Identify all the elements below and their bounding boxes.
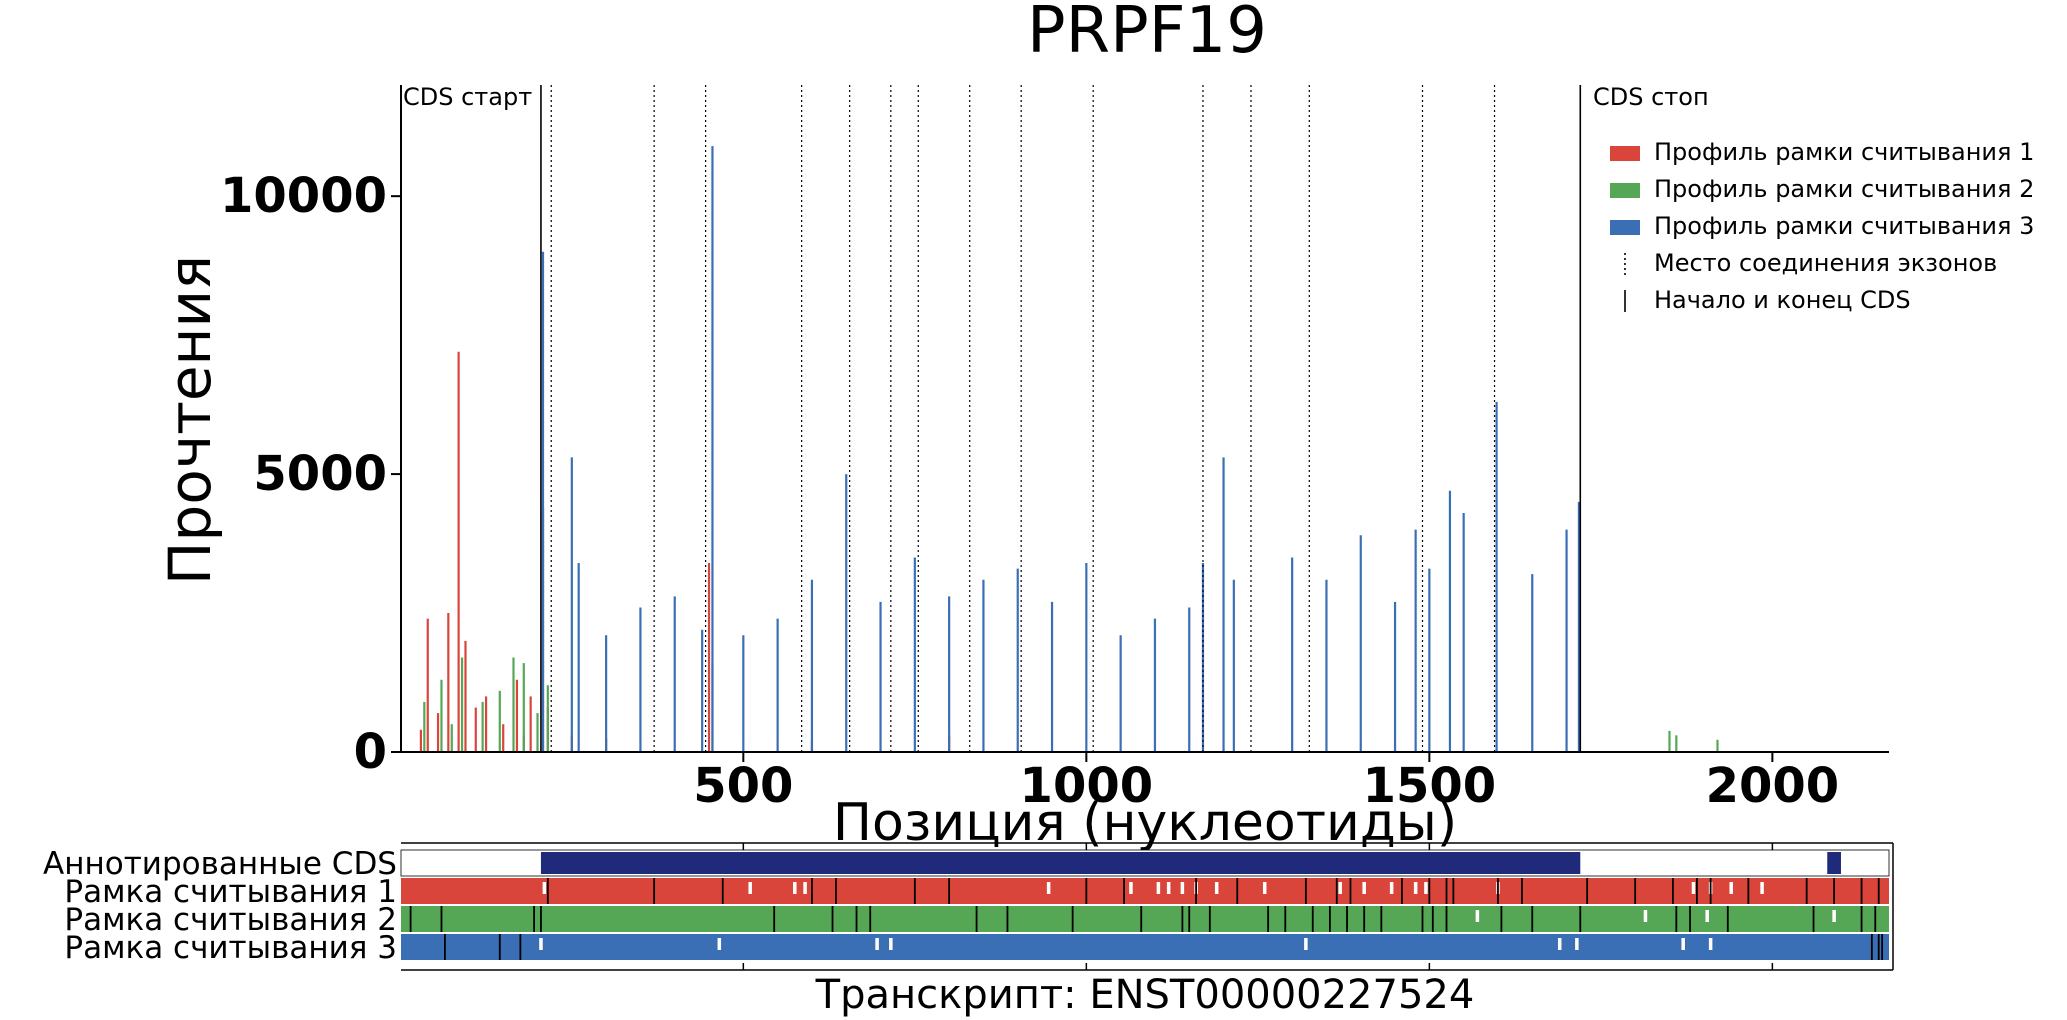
orf-track-row [401, 934, 1889, 960]
legend-swatch [1610, 183, 1640, 198]
orf-track-label: Рамка считывания 3 [64, 930, 397, 966]
transcript-label: Транскрипт: ENST00000227524 [815, 972, 1475, 1018]
orf-track-row [401, 906, 1889, 932]
cds-start-label: CDS старт [403, 83, 532, 111]
x-tick-label: 1500 [1363, 758, 1497, 814]
x-axis-label: Позиция (нуклеотиды) [833, 793, 1457, 853]
cds-block [1827, 852, 1841, 874]
orf-track-row [401, 878, 1889, 904]
plot-area: CDS старт CDS стоп 0 5000 10000 500 1000 150… [220, 83, 2034, 814]
y-tick-label: 10000 [220, 168, 387, 224]
legend-swatch [1610, 146, 1640, 161]
legend-label: Профиль рамки считывания 2 [1654, 175, 2034, 203]
legend: Профиль рамки считывания 1 Профиль рамки … [1610, 138, 2034, 314]
cds-boundary-lines: CDS старт CDS стоп [403, 83, 1709, 752]
exon-junction-lines [550, 85, 1496, 752]
legend-label: Место соединения экзонов [1654, 249, 1997, 277]
y-tick-label: 0 [354, 724, 387, 780]
orf-track-label: Аннотированные CDS [43, 846, 397, 882]
cds-block [540, 852, 1581, 874]
legend-label: Профиль рамки считывания 1 [1654, 138, 2034, 166]
x-tick-label: 2000 [1706, 758, 1840, 814]
x-ticks: 500 1000 1500 2000 [693, 752, 1839, 814]
y-axis-label: Прочтения [156, 255, 224, 585]
x-tick-label: 1000 [1020, 758, 1154, 814]
legend-label: Профиль рамки считывания 3 [1654, 212, 2034, 240]
coverage-bars [419, 146, 1719, 752]
y-ticks: 0 5000 10000 [220, 168, 401, 780]
orf-track-label: Рамка считывания 1 [64, 874, 397, 910]
legend-swatch [1610, 220, 1640, 235]
orf-track-label: Рамка считывания 2 [64, 902, 397, 938]
cds-stop-label: CDS стоп [1593, 83, 1709, 111]
legend-label: Начало и конец CDS [1654, 286, 1911, 314]
y-tick-label: 5000 [253, 446, 387, 502]
chart-title: PRPF19 [1027, 0, 1267, 68]
x-tick-label: 500 [693, 758, 793, 814]
